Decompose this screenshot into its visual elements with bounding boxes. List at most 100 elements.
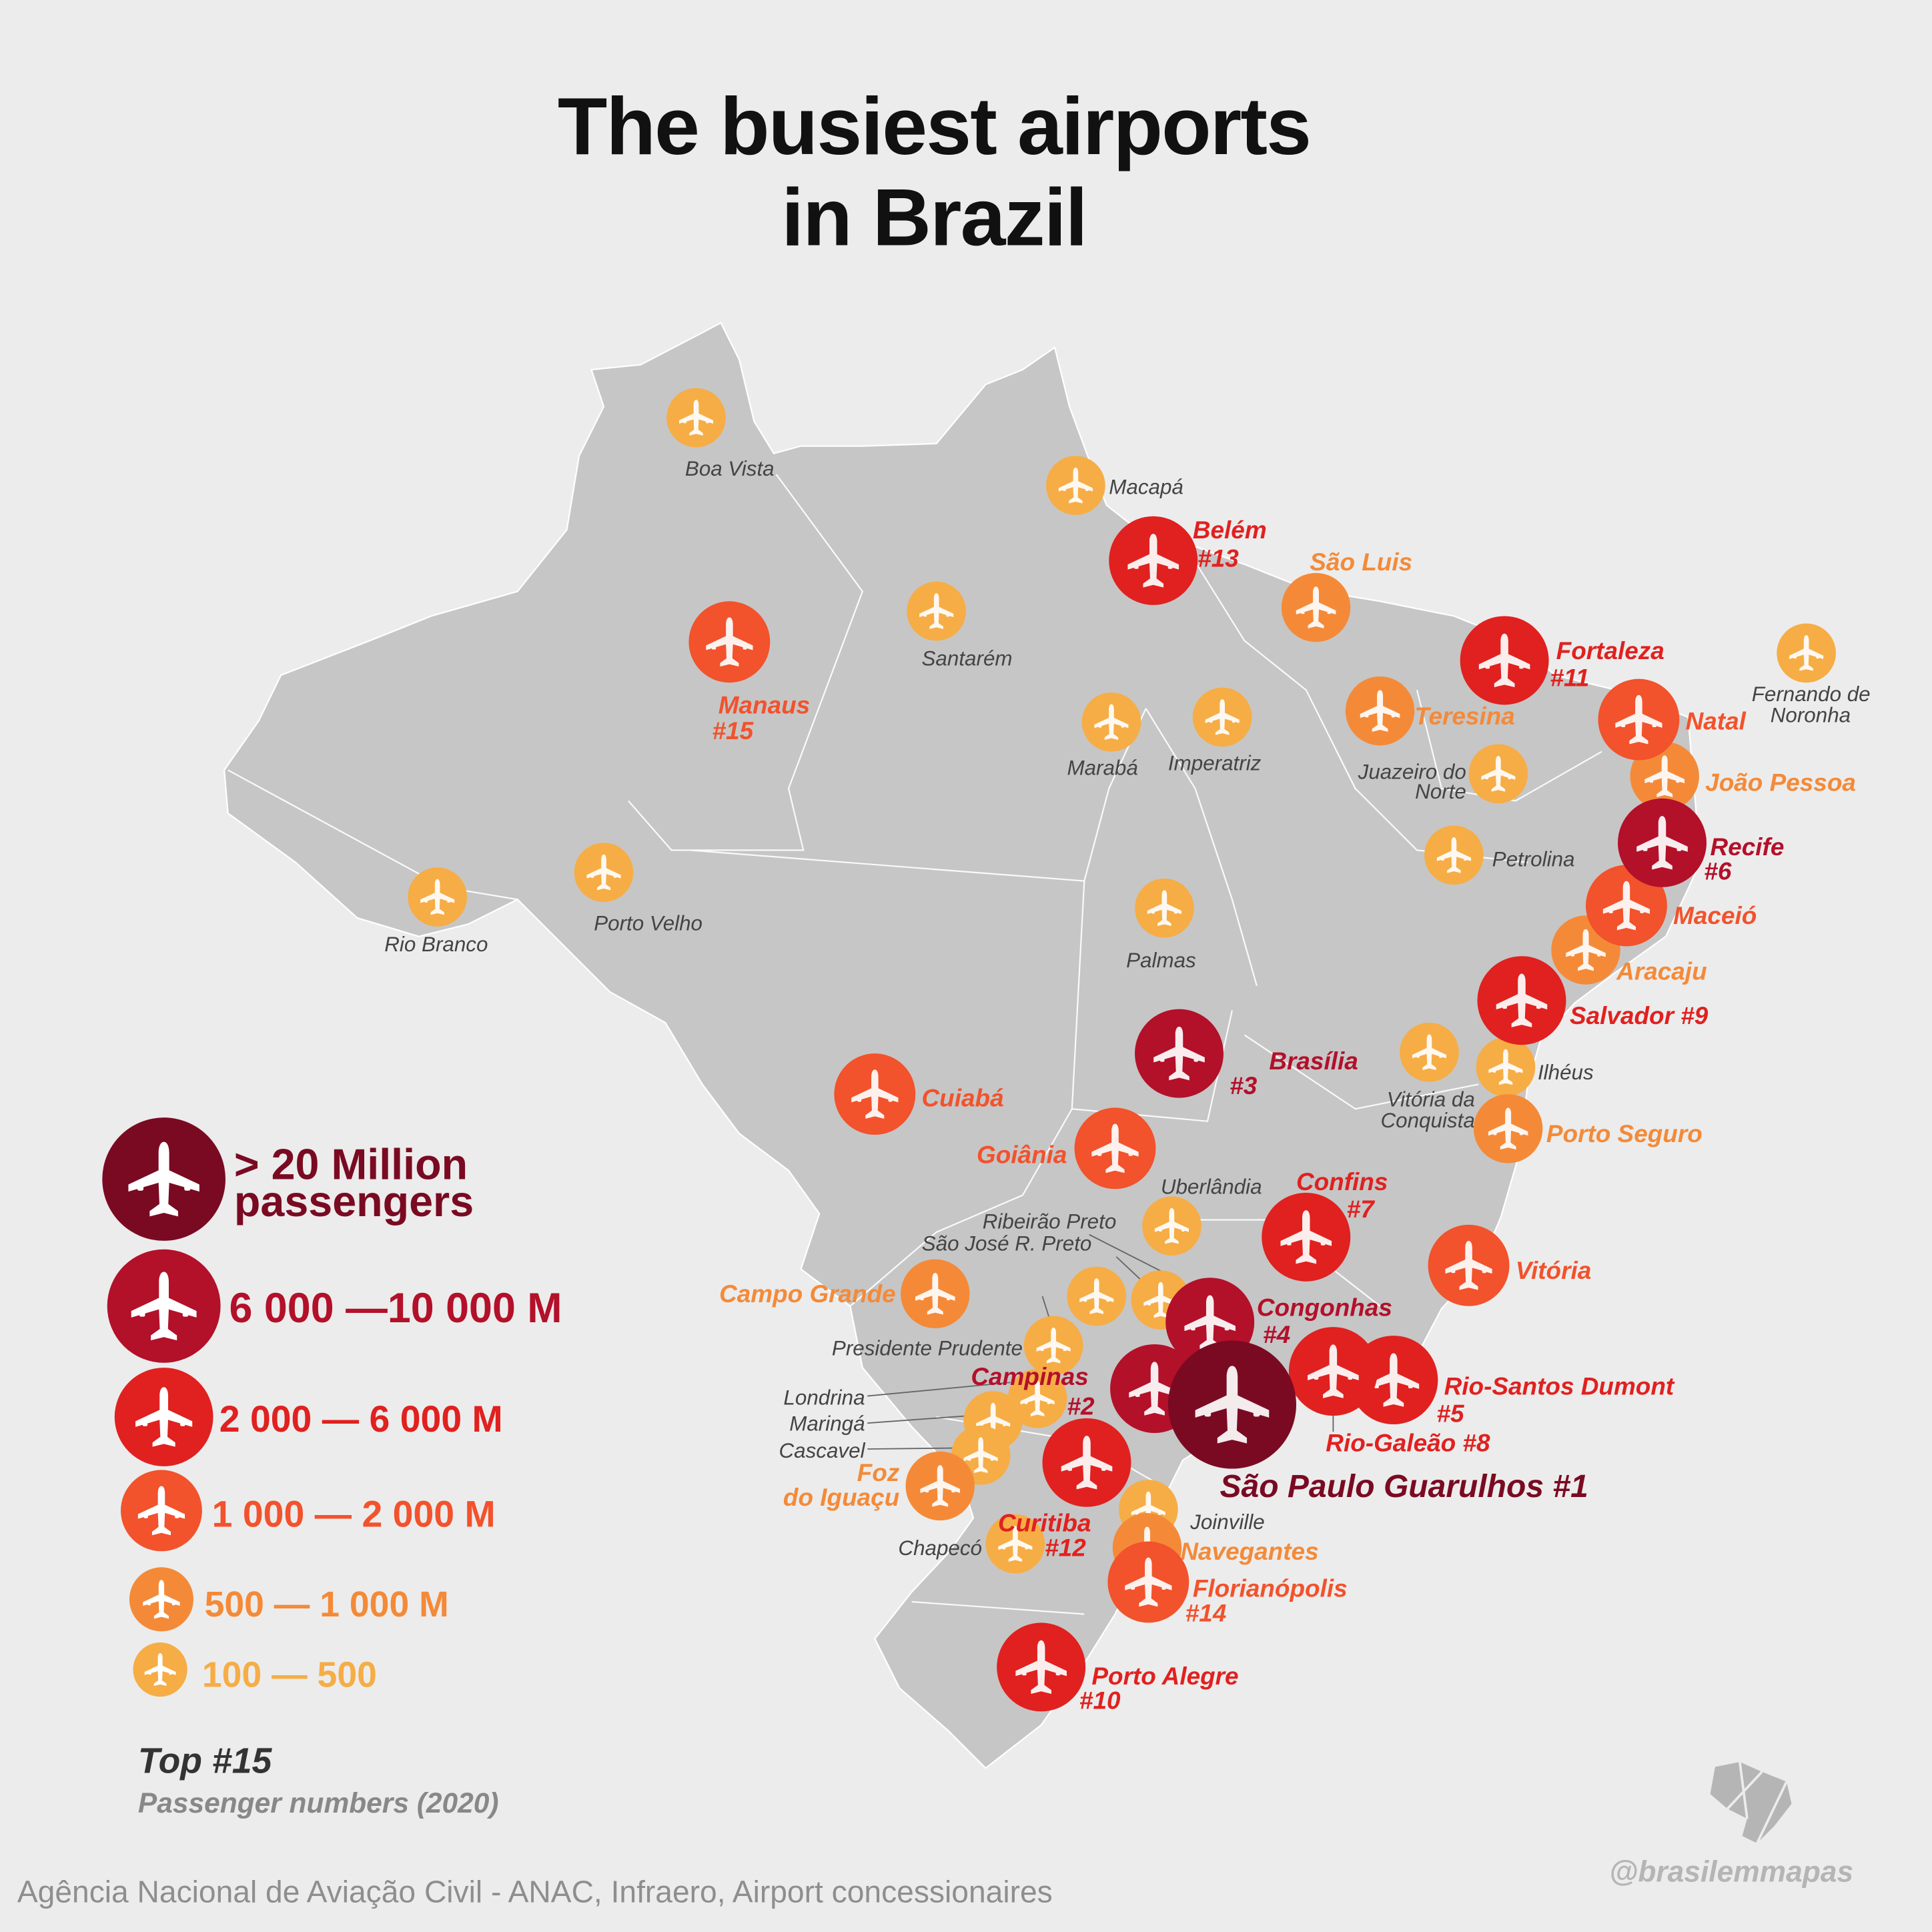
airport-ilheus[interactable]: Ilhéus [1476, 1037, 1594, 1097]
airport-cuiaba[interactable]: Cuiabá [834, 1053, 1004, 1135]
airport-label: Brasília [1269, 1047, 1358, 1075]
airport-porto-seguro[interactable]: Porto Seguro [1473, 1094, 1703, 1163]
airport-label: Navegantes [1180, 1538, 1318, 1565]
airport-label: Vitória da [1387, 1088, 1475, 1111]
airport-rio-branco[interactable]: Rio Branco [384, 867, 488, 956]
airport-label: São Luis [1310, 548, 1412, 576]
airport-label: Confins [1296, 1168, 1388, 1195]
airport-label: Londrina [783, 1386, 865, 1410]
legend-item-range2to6: 2 000 — 6 000 M [114, 1368, 503, 1466]
airport-petrolina[interactable]: Petrolina [1424, 825, 1574, 885]
airport-rank: #10 [1079, 1687, 1121, 1715]
legend-item-range6to10: 6 000 —10 000 M [107, 1249, 562, 1363]
airport-recife[interactable]: Recife#6 [1618, 798, 1784, 887]
leader-line [867, 1382, 1011, 1397]
airport-label: Presidente Prudente [832, 1337, 1023, 1360]
airport-natal[interactable]: Natal [1598, 678, 1747, 761]
airport-manaus[interactable]: Manaus#15 [688, 601, 810, 745]
airport-chapeco[interactable]: Chapecó [898, 1514, 1045, 1574]
airport-rank: #11 [1550, 664, 1589, 692]
legend-top-label: Top #15 [137, 1742, 272, 1782]
airport-label: Cuiabá [922, 1085, 1004, 1112]
airport-rank: #12 [1045, 1534, 1086, 1562]
airport-teresina[interactable]: Teresina [1345, 676, 1515, 746]
airport-brasilia[interactable]: Brasília #3 [1135, 1009, 1358, 1099]
airport-label: Florianópolis [1193, 1575, 1348, 1602]
airport-santarem[interactable]: Santarém [907, 581, 1013, 670]
airport-maceio[interactable]: Maceió [1586, 865, 1757, 947]
airport-label: Campinas [971, 1363, 1088, 1390]
airport-rank: #15 [712, 717, 754, 745]
airport-rank: #5 [1437, 1400, 1465, 1427]
airport-label: Campo Grande [719, 1280, 896, 1308]
airport-goiania[interactable]: Goiânia [977, 1107, 1156, 1189]
airport-uberlandia[interactable]: Uberlândia [1142, 1175, 1262, 1256]
airport-label: Fernando de [1752, 682, 1871, 706]
legend-label: > 20 Million [234, 1140, 468, 1189]
airport-label: Ribeirão Preto [983, 1210, 1117, 1233]
legend-label: 6 000 —10 000 M [229, 1285, 562, 1332]
airport-label: Fortaleza [1556, 637, 1664, 664]
airport-porto-alegre[interactable]: Porto Alegre#10 [997, 1622, 1239, 1715]
airport-label: Boa Vista [685, 457, 775, 480]
airport-label: Salvador #9 [1570, 1002, 1709, 1029]
legend-item-range05to1: 500 — 1 000 M [129, 1567, 449, 1632]
airport-londrina[interactable]: Londrina [783, 1368, 1067, 1428]
airport-boa-vista[interactable]: Boa Vista [666, 388, 775, 480]
airport-ribeirao-preto[interactable]: Ribeirão Preto [983, 1210, 1127, 1326]
airport-rio-galeao[interactable]: Rio-Galeão #8 [1288, 1327, 1490, 1457]
airport-imperatriz[interactable]: Imperatriz [1168, 687, 1262, 775]
airport-belem[interactable]: Belém#13 [1109, 516, 1267, 605]
airport-rank: #6 [1704, 858, 1732, 885]
airport-label: Marabá [1067, 757, 1137, 780]
airport-maraba[interactable]: Marabá [1067, 692, 1141, 780]
airport-label: Chapecó [898, 1536, 982, 1560]
airport-vitoria[interactable]: Vitória [1428, 1224, 1592, 1306]
source-credit: Agência Nacional de Aviação Civil - ANAC… [17, 1875, 1053, 1910]
page-title: The busiest airports [557, 80, 1312, 171]
airport-label: do Iguaçu [783, 1484, 899, 1511]
airport-palmas[interactable]: Palmas [1126, 878, 1196, 972]
airport-label: Porto Alegre [1091, 1662, 1238, 1690]
airport-salvador[interactable]: Salvador #9 [1477, 956, 1709, 1045]
airport-label: Juazeiro do [1358, 760, 1466, 783]
airport-campo-grande[interactable]: Campo Grande [719, 1259, 970, 1329]
legend-subtitle: Passenger numbers (2020) [137, 1787, 499, 1819]
airport-label: Rio-Galeão #8 [1326, 1430, 1490, 1457]
airport-rank: #2 [1067, 1392, 1095, 1420]
legend-label: 100 — 500 [202, 1655, 377, 1695]
airport-label: João Pessoa [1705, 769, 1856, 797]
airport-presidente-prudente[interactable]: Presidente Prudente [832, 1316, 1083, 1376]
airport-label: Teresina [1414, 702, 1515, 730]
airport-rio-santos-dumont[interactable]: Rio-Santos Dumont#5 [1349, 1336, 1675, 1427]
airport-sao-luis[interactable]: São Luis [1281, 548, 1412, 642]
airport-label: Macapá [1109, 476, 1183, 499]
airport-fortaleza[interactable]: Fortaleza#11 [1460, 616, 1664, 705]
airport-macapa[interactable]: Macapá [1046, 456, 1183, 516]
legend-item-range1to2: 1 000 — 2 000 M [121, 1470, 496, 1552]
airport-label: Ilhéus [1538, 1061, 1594, 1084]
airport-sao-paulo-guarulhos[interactable]: São Paulo Guarulhos #1 [1167, 1340, 1588, 1504]
leader-line [1089, 1234, 1165, 1274]
airport-label: Foz [857, 1459, 900, 1486]
airport-label: Curitiba [998, 1510, 1091, 1537]
airport-florianopolis[interactable]: Florianópolis#14 [1107, 1541, 1348, 1627]
airport-label: Goiânia [977, 1141, 1067, 1169]
airport-label: Rio-Santos Dumont [1444, 1373, 1675, 1400]
page-title-line2: in Brazil [781, 171, 1087, 263]
airport-confins[interactable]: Confins#7 [1262, 1168, 1388, 1282]
airport-rank: #14 [1185, 1600, 1227, 1627]
airport-label: Noronha [1771, 703, 1851, 727]
airport-label: Imperatriz [1168, 751, 1262, 775]
airport-curitiba[interactable]: Curitiba#12 [998, 1418, 1131, 1562]
airport-label: Aracaju [1616, 957, 1707, 985]
airport-porto-velho[interactable]: Porto Velho [574, 843, 702, 935]
author-handle[interactable]: @brasilemmapas [1609, 1855, 1854, 1889]
